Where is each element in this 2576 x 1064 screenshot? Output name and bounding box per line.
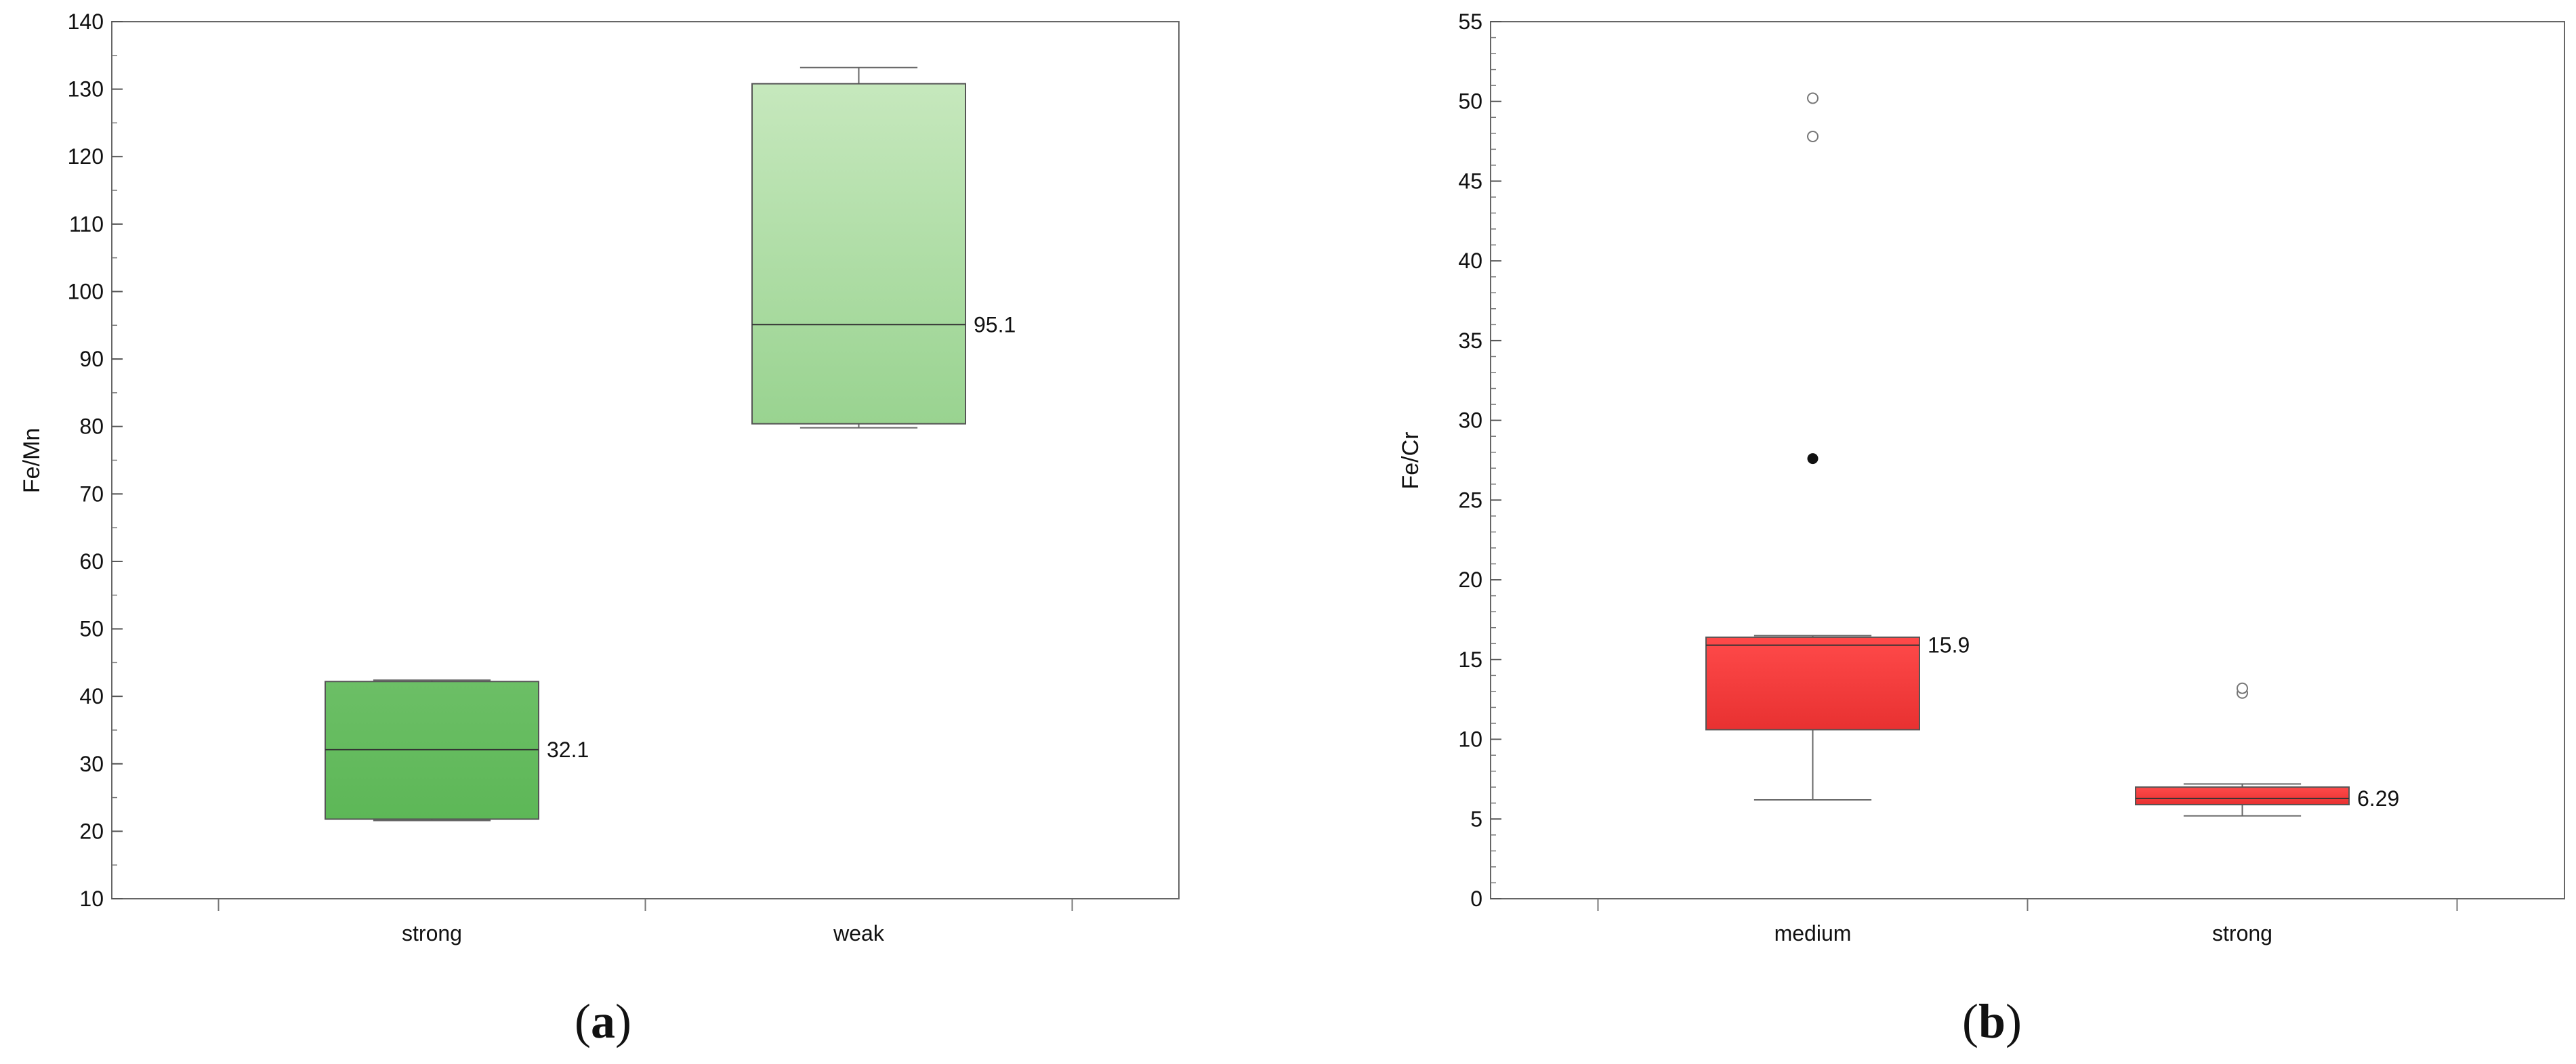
plot-frame-a: [111, 21, 1180, 899]
y-tick-label: 10: [79, 887, 104, 911]
median-label: 32.1: [547, 738, 589, 762]
x-tick-label: strong: [402, 921, 462, 945]
extreme-point: [1807, 453, 1819, 465]
y-axis-label-a: Fe/Mn: [19, 428, 45, 493]
y-tick-label: 30: [79, 752, 104, 776]
y-tick-label: 120: [68, 144, 104, 169]
box-weak: 95.1: [751, 66, 1016, 429]
y-tick-label: 20: [1458, 568, 1482, 592]
x-tick-label: weak: [833, 921, 885, 945]
y-tick-label: 80: [79, 414, 104, 439]
y-tick-label: 10: [1458, 727, 1482, 752]
y-tick-label: 5: [1470, 807, 1482, 831]
y-tick-label: 90: [79, 347, 104, 371]
box-strong: 6.29: [2135, 682, 2399, 817]
median-label: 95.1: [974, 312, 1016, 337]
y-tick-label: 50: [79, 617, 104, 641]
y-tick-label: 30: [1458, 408, 1482, 433]
panel-caption-b: (b): [1962, 994, 2022, 1048]
y-tick-label: 40: [1458, 249, 1482, 273]
y-tick-label: 0: [1470, 887, 1482, 911]
y-tick-label: 140: [68, 9, 104, 34]
y-tick-label: 20: [79, 819, 104, 843]
y-tick-label: 45: [1458, 169, 1482, 193]
x-tick-label: strong: [2212, 921, 2272, 945]
y-tick-label: 25: [1458, 488, 1482, 512]
y-tick-label: 35: [1458, 328, 1482, 353]
panel-b: 0 5 10 15 20 25 30 35 40 45 50 55 medium strong 15.9 6…: [1398, 9, 2565, 1048]
box-iqr: [2135, 786, 2350, 806]
y-tick-label: 55: [1458, 9, 1482, 34]
y-axis-b: 0 5 10 15 20 25 30 35 40 45 50 55 medium strong: [1458, 9, 2458, 945]
panel-a: 10 20 30 40 50 60 70 80 90 100 110 120 130 140 strong w…: [19, 9, 1180, 1048]
y-tick-label: 130: [68, 77, 104, 102]
y-tick-label: 40: [79, 684, 104, 708]
box-strong: 32.1: [325, 679, 589, 822]
y-axis-a: 10 20 30 40 50 60 70 80 90 100 110 120 130 140 strong w…: [68, 9, 1073, 945]
boxes-a: 32.1 95.1: [325, 66, 1016, 822]
y-tick-label: 60: [79, 549, 104, 574]
x-tick-label: medium: [1774, 921, 1852, 945]
y-tick-label: 100: [68, 279, 104, 303]
outlier-point: [1807, 92, 1819, 104]
boxes-b: 15.9 6.29: [1705, 92, 2399, 817]
outlier-point: [2237, 682, 2248, 694]
median-label: 6.29: [2357, 786, 2399, 811]
y-axis-label-b: Fe/Cr: [1398, 432, 1424, 490]
box-iqr: [751, 83, 966, 425]
y-tick-label: 50: [1458, 89, 1482, 114]
outlier-point: [1807, 131, 1819, 143]
y-tick-label: 70: [79, 482, 104, 506]
box-medium: 15.9: [1705, 92, 1970, 801]
panel-caption-a: (a): [575, 994, 631, 1048]
y-tick-label: 110: [69, 212, 104, 236]
plot-frame-b: [1490, 21, 2565, 899]
box-iqr: [1705, 636, 1920, 731]
median-label: 15.9: [1928, 633, 1970, 658]
y-tick-label: 15: [1458, 647, 1482, 672]
